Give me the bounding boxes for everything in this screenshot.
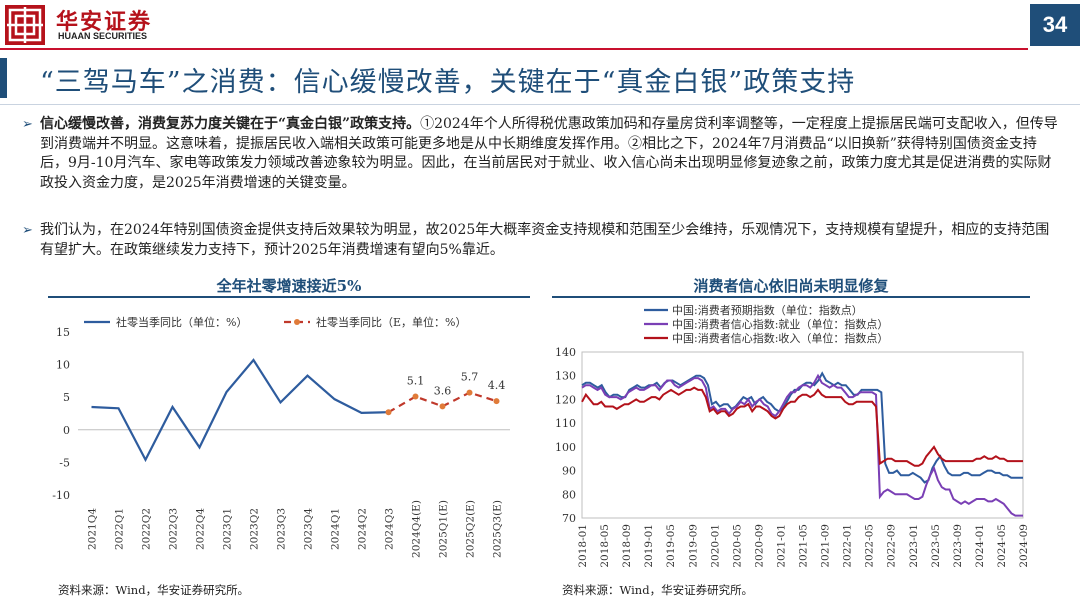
x-tick-label: 2024Q1 [330,508,342,550]
x-tick-label: 2022Q1 [114,508,126,550]
paragraph-2: ➢ 我们认为，在2024年特别国债资金提供支持后效果较为明显，故2025年大概率… [22,221,1062,260]
series-marker [439,403,446,410]
x-tick-label: 2022-05 [864,524,876,568]
right-chart-source: 资料来源：Wind，华安证券研究所。 [562,583,754,597]
y-tick-label: 120 [555,393,576,406]
series-line-2 [581,373,1023,517]
x-tick-label: 2025Q3(E) [492,500,504,558]
x-tick-label: 2024Q2 [357,508,369,550]
data-label: 4.4 [488,379,506,392]
x-tick-label: 2018-01 [577,524,589,568]
x-tick-label: 2022Q3 [168,508,180,550]
paragraph-1-lead: 信心缓慢改善，消费复苏力度关键在于“真金白银”政策支持。 [40,116,421,132]
x-tick-label: 2020-01 [709,524,721,568]
x-tick-label: 2025Q2(E) [465,500,477,558]
x-tick-label: 2024-09 [1018,524,1030,568]
x-tick-label: 2023-01 [908,524,920,568]
x-tick-label: 2019-01 [643,524,655,568]
series-line-1 [581,371,1023,484]
legend-marker-2 [294,319,300,325]
series-marker [385,409,392,416]
bullet-arrow-icon: ➢ [22,117,33,132]
x-tick-label: 2023Q2 [249,508,261,550]
legend-label-3: 中国:消费者信心指数:收入（单位：指数点） [672,331,888,345]
x-tick-label: 2020-05 [731,524,743,568]
x-tick-label: 2018-09 [621,524,633,568]
series-marker [466,389,473,396]
x-tick-label: 2021-01 [775,524,787,568]
y-tick-label: 90 [562,465,576,478]
x-tick-label: 2021-09 [820,524,832,568]
paragraph-2-body: 我们认为，在2024年特别国债资金提供支持后效果较为明显，故2025年大概率资金… [40,222,1050,258]
title-divider [0,104,1080,105]
plot-frame [581,351,1024,519]
brand-name-cn: 华安证券 [56,9,153,35]
data-label: 5.1 [407,375,425,388]
data-label: 3.6 [434,384,452,397]
x-tick-label: 2024-05 [996,524,1008,568]
y-tick-label: 110 [555,417,576,430]
left-chart-title: 全年社零增速接近5% [216,277,362,295]
paragraph-1-body: ①2024年个人所得税优惠政策加码和存量房贷利率调整等，一定程度上提振居民端可支… [40,116,1058,191]
y-tick-label: -5 [59,456,70,469]
y-tick-label: -10 [52,489,70,502]
y-tick-label: 15 [56,326,70,339]
left-chart-rule [48,296,530,298]
x-tick-label: 2022Q4 [195,508,207,550]
slide-title: “三驾马车”之消费：信心缓慢改善，关键在于“真金白银”政策支持 [40,67,856,98]
right-chart-title: 消费者信心依旧尚未明显修复 [693,277,889,295]
page-number: 34 [1030,4,1080,46]
left-line-chart: -10 -5 0 5 10 15 2021Q4 2022Q1 2022Q2 2022Q3 2022Q… [52,315,510,558]
company-logo-icon [5,5,45,45]
x-tick-label: 2020-09 [753,524,765,568]
header-divider [0,48,1028,50]
y-tick-label: 130 [555,370,576,383]
x-tick-label: 2023Q1 [222,508,234,550]
x-tick-label: 2024-01 [974,524,986,568]
series-marker [493,398,500,405]
x-tick-label: 2022-09 [886,524,898,568]
x-tick-label: 2024Q4(E) [411,500,423,558]
series-marker [412,393,419,400]
x-tick-label: 2021Q4 [87,508,99,550]
left-chart-source: 资料来源：Wind，华安证券研究所。 [58,583,250,597]
x-tick-label: 2023Q3 [276,508,288,550]
y-tick-label: 70 [562,512,576,525]
series-line-1 [91,358,389,463]
x-tick-label: 2024Q3 [384,508,396,550]
x-tick-label: 2023-09 [952,524,964,568]
right-chart-rule [552,296,1030,298]
y-tick-label: 10 [56,359,70,372]
series-line-2 [387,391,497,414]
series-line-3 [581,386,1023,467]
legend-label-2: 中国:消费者信心指数:就业（单位：指数点） [672,317,888,331]
x-tick-label: 2019-05 [665,524,677,568]
x-tick-label: 2025Q1(E) [438,500,450,558]
x-tick-label: 2018-05 [599,524,611,568]
y-tick-label: 80 [562,488,576,501]
y-tick-label: 140 [555,346,576,359]
y-tick-label: 0 [63,424,70,437]
x-tick-label: 2023Q4 [303,508,315,550]
x-tick-label: 2022-01 [842,524,854,568]
right-line-chart: 70 80 90 100 110 120 130 140 2018-01 2018-05 2018-… [555,303,1030,568]
y-tick-label: 100 [555,441,576,454]
legend-label-1: 中国:消费者预期指数（单位：指数点） [672,303,863,317]
x-tick-label: 2021-05 [798,524,810,568]
data-label: 5.7 [461,371,479,384]
x-tick-label: 2022Q2 [141,508,153,550]
legend-label-2: 社零当季同比（E，单位：%） [316,315,466,329]
paragraph-1: ➢ 信心缓慢改善，消费复苏力度关键在于“真金白银”政策支持。①2024年个人所得… [22,115,1062,193]
title-accent-bar [0,58,7,98]
x-tick-label: 2023-05 [930,524,942,568]
y-tick-label: 5 [63,391,70,404]
x-tick-label: 2019-09 [687,524,699,568]
legend-label-1: 社零当季同比（单位：%） [116,315,247,329]
brand-name-en: HUAAN SECURITIES [58,31,148,41]
bullet-arrow-icon: ➢ [22,223,33,238]
